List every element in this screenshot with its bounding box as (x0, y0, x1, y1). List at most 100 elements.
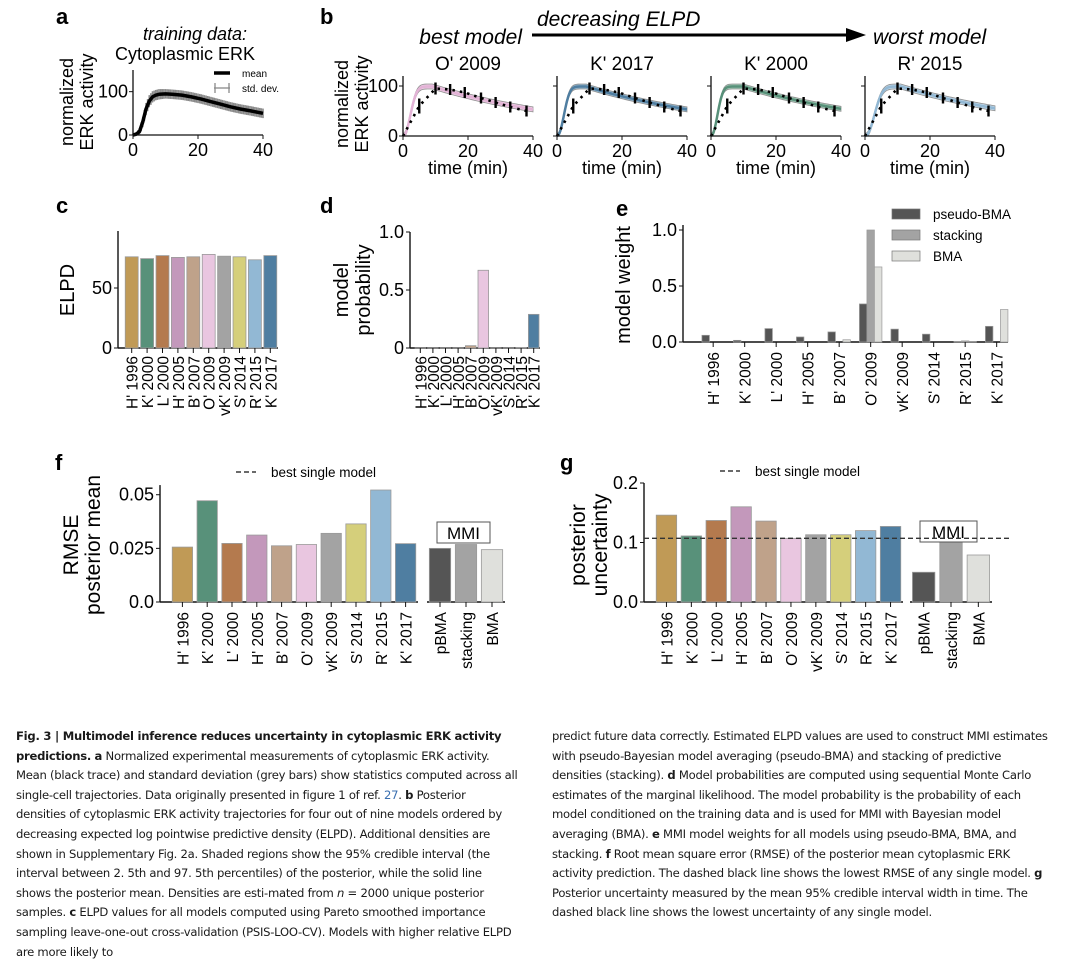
bar-pseudo-BMA-L' 2000 (765, 329, 773, 342)
x-tick-label: S' 2014 (349, 612, 366, 664)
credible-interval-band (557, 84, 687, 136)
x-tick-label: 0 (398, 141, 408, 161)
y-axis-label-2: uncertainty (589, 493, 612, 596)
x-tick-label: R' 2015 (859, 612, 876, 665)
bar-B' 2007 (271, 546, 291, 602)
x-tick-label: stacking (459, 612, 476, 669)
y-tick-label: 0 (394, 338, 404, 358)
y-axis-label: model weight (613, 226, 635, 344)
y-axis-label: ELPD (57, 264, 79, 316)
y-tick-label: 1.0 (379, 222, 404, 242)
x-tick-label: 0 (128, 140, 138, 160)
bar-S' 2014 (831, 535, 851, 602)
x-tick-label: K' 2000 (738, 352, 755, 404)
bar-K' 2017 (264, 256, 277, 348)
y-tick-label: 50 (92, 278, 112, 298)
bar-vK' 2009 (806, 535, 826, 602)
x-tick-label: pBMA (433, 611, 450, 654)
y-tick-label: 0.0 (652, 332, 677, 352)
panel-b-ylabel-2: ERK activity (352, 55, 372, 152)
x-tick-label: 0 (860, 141, 870, 161)
bar-O' 2009 (202, 254, 215, 348)
x-tick-label: stacking (944, 612, 961, 669)
x-tick-label: vK' 2009 (324, 612, 341, 672)
x-tick-label: H' 2005 (250, 612, 267, 665)
x-tick-label: H' 2005 (734, 612, 751, 665)
bar-K' 2000 (141, 259, 154, 348)
subplot-title: K' 2017 (590, 54, 654, 75)
mmi-bar-BMA (967, 555, 989, 602)
panel-label-f: f (55, 450, 63, 475)
bar-pseudo-BMA-O' 2009 (859, 304, 867, 342)
bar-O' 2009 (478, 270, 489, 348)
legend-std-label: std. dev. (242, 84, 279, 95)
y-axis-label-1: posterior (567, 504, 590, 586)
bar-BMA-O' 2009 (874, 267, 882, 342)
y-tick-label: 0 (102, 338, 112, 358)
legend-label-BMA: BMA (933, 249, 962, 264)
x-tick-label: K' 2017 (884, 612, 901, 664)
x-tick-label: K' 2000 (684, 612, 701, 664)
caption-f-text: Root mean square error (RMSE) of the pos… (552, 847, 1034, 881)
x-axis-label: time (min) (890, 158, 970, 178)
panel-label-c: c (56, 193, 68, 218)
panel-label-g: g (560, 450, 573, 475)
y-axis-label-1: RMSE (60, 515, 83, 576)
legend-label-stacking: stacking (933, 228, 983, 243)
bar-BMA-B' 2007 (843, 340, 851, 342)
caption-b-label: b (405, 788, 413, 802)
bar-R' 2015 (371, 490, 391, 602)
y-tick-label: 0.05 (119, 485, 154, 505)
bar-B' 2007 (187, 257, 200, 348)
subplot-title: R' 2015 (898, 54, 963, 75)
caption-b-text: Posterior densities of cytoplasmic ERK a… (16, 788, 502, 900)
mmi-bar-stacking (940, 538, 962, 602)
bar-pseudo-BMA-S' 2014 (922, 334, 930, 342)
x-tick-label: vK' 2009 (895, 352, 912, 412)
bar-L' 2000 (156, 256, 169, 348)
caption-g-label: g (1034, 866, 1042, 880)
mmi-box-label: MMI (932, 523, 965, 542)
x-tick-label: 20 (188, 140, 208, 160)
panel-label-e: e (616, 196, 628, 221)
bar-R' 2015 (248, 260, 261, 348)
decreasing-elpd-label: decreasing ELPD (537, 8, 700, 31)
bar-K' 2000 (197, 501, 217, 602)
bar-pseudo-BMA-K' 2017 (985, 326, 993, 342)
bar-pseudo-BMA-R' 2015 (954, 341, 962, 342)
x-tick-label: S' 2014 (834, 612, 851, 664)
bar-pseudo-BMA-B' 2007 (828, 332, 836, 342)
x-tick-label: L' 2000 (769, 352, 786, 403)
y-axis-label-2: posterior mean (82, 475, 105, 615)
x-tick-label: B' 2007 (275, 612, 292, 664)
bar-S' 2014 (233, 257, 246, 348)
bar-H' 2005 (731, 507, 751, 602)
x-tick-label: B' 2007 (759, 612, 776, 664)
y-tick-label: 0.0 (129, 592, 154, 612)
caption-a-label: a (95, 749, 103, 763)
caption-c-label: c (69, 905, 76, 919)
y-axis-label-1: normalized (57, 58, 77, 146)
panel-b-ylabel-1: normalized (332, 60, 352, 148)
y-tick-label: 1.0 (652, 220, 677, 240)
x-tick-label: K' 2017 (990, 352, 1007, 404)
x-axis-label: time (min) (428, 158, 508, 178)
bar-H' 2005 (171, 257, 184, 348)
x-tick-label: H' 2005 (801, 352, 818, 405)
credible-interval-band (865, 84, 995, 136)
y-tick-label: 0 (118, 125, 128, 145)
caption-ref-link[interactable]: 27 (384, 788, 398, 802)
bar-stacking-O' 2009 (867, 230, 875, 342)
x-tick-label: K' 2017 (263, 356, 280, 408)
x-tick-label: 40 (831, 141, 851, 161)
bar-O' 2009 (781, 538, 801, 602)
y-axis-label-2: probability (353, 244, 375, 335)
x-axis-label: time (min) (736, 158, 816, 178)
bar-O' 2009 (296, 545, 316, 602)
x-tick-label: H' 1996 (706, 352, 723, 405)
x-tick-label: H' 1996 (175, 612, 192, 665)
